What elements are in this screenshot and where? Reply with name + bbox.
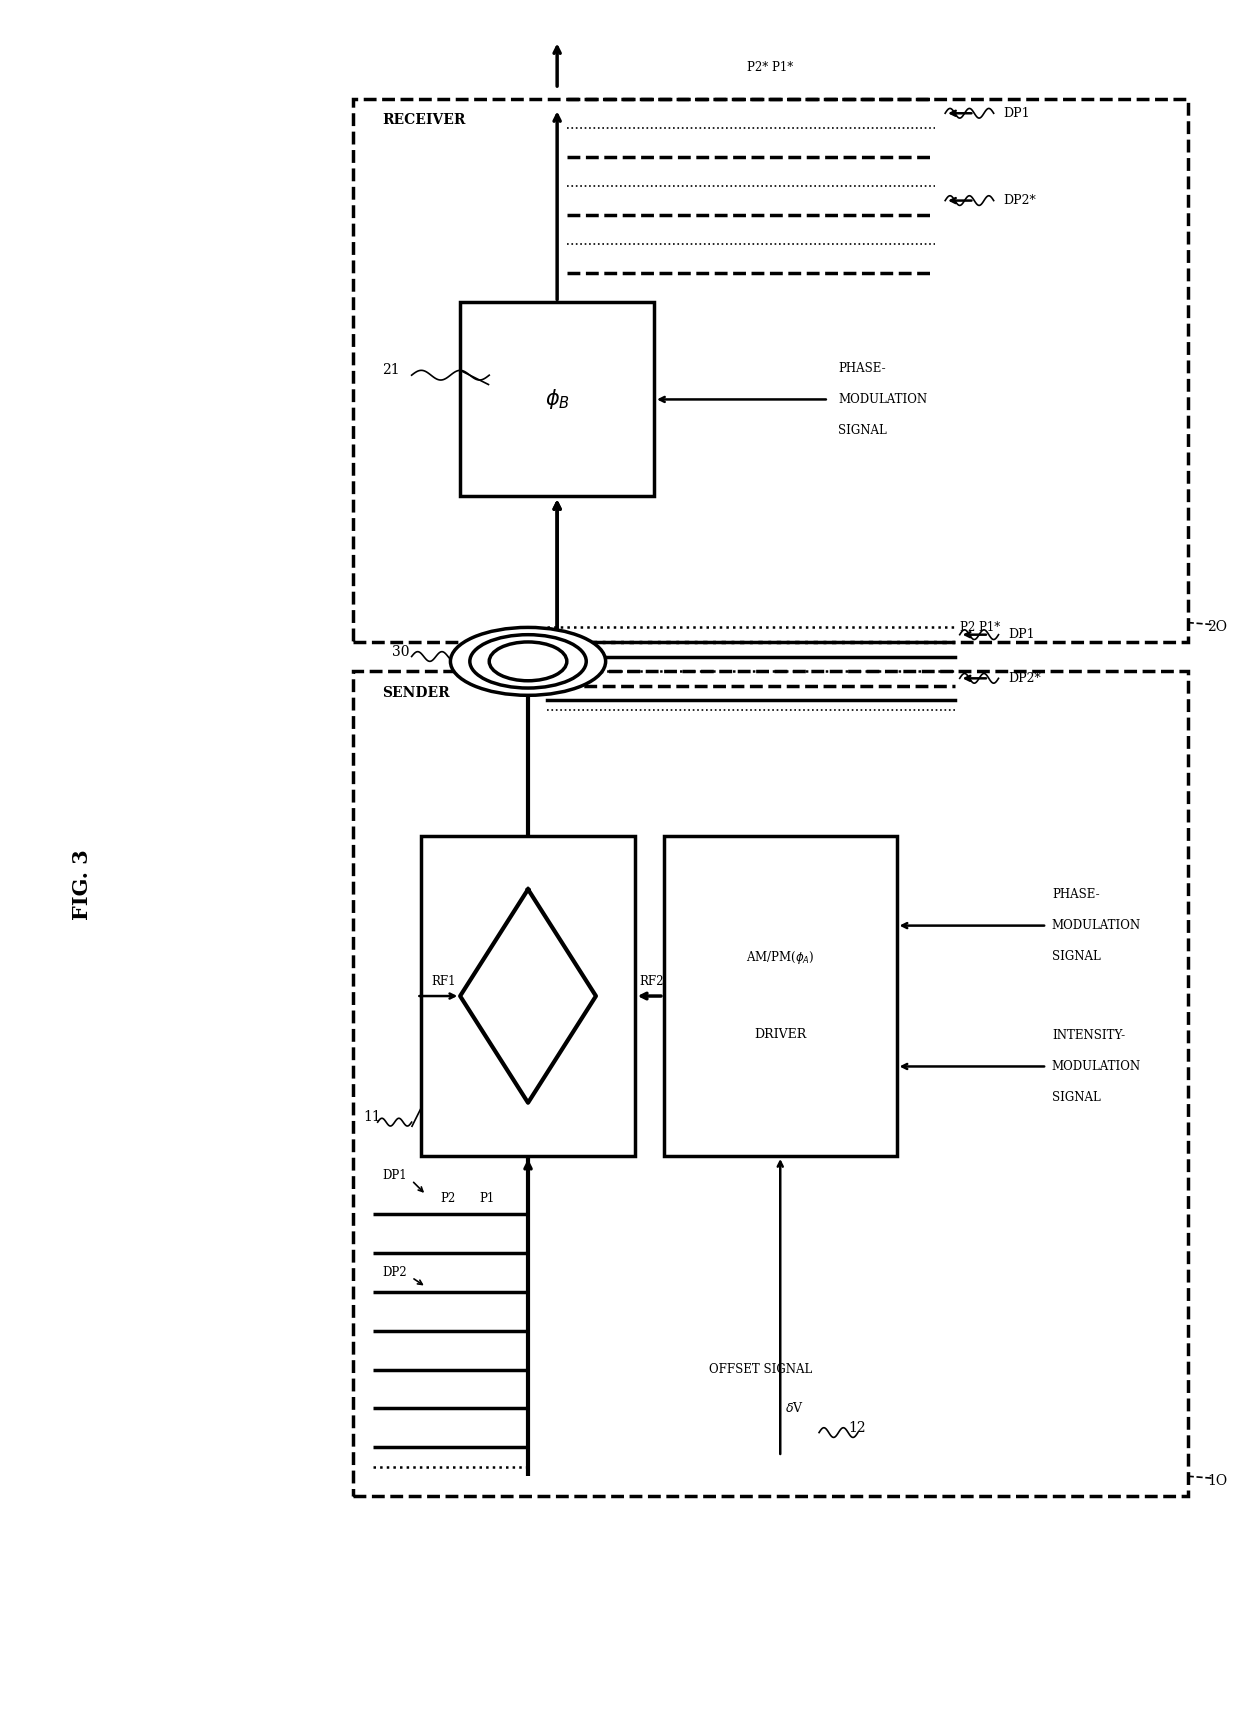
Text: $\delta$V: $\delta$V <box>785 1402 805 1416</box>
Text: DP2*: DP2* <box>1003 194 1037 206</box>
Text: MODULATION: MODULATION <box>1052 920 1141 932</box>
Polygon shape <box>422 836 635 1156</box>
Text: 12: 12 <box>848 1421 866 1435</box>
Ellipse shape <box>490 642 567 680</box>
Text: PHASE-: PHASE- <box>838 363 887 375</box>
Text: DP2*: DP2* <box>1008 671 1040 685</box>
Text: DP2: DP2 <box>382 1267 407 1279</box>
Text: DP1: DP1 <box>1003 108 1030 120</box>
Text: SIGNAL: SIGNAL <box>1052 949 1101 963</box>
Text: MODULATION: MODULATION <box>838 392 928 406</box>
Text: DP1: DP1 <box>382 1169 407 1182</box>
Text: 30: 30 <box>392 645 409 659</box>
Text: SENDER: SENDER <box>382 685 450 699</box>
Text: $\phi_B$: $\phi_B$ <box>544 387 569 411</box>
Text: DRIVER: DRIVER <box>754 1029 806 1041</box>
Text: OFFSET SIGNAL: OFFSET SIGNAL <box>709 1364 812 1376</box>
Text: 2O: 2O <box>1207 621 1228 635</box>
Text: PHASE-: PHASE- <box>1052 888 1100 902</box>
Text: RF1: RF1 <box>432 975 455 987</box>
Text: SIGNAL: SIGNAL <box>838 423 887 437</box>
Polygon shape <box>460 302 655 496</box>
Text: P2 P1*: P2 P1* <box>960 621 999 633</box>
Text: FIG. 3: FIG. 3 <box>72 848 92 920</box>
Text: P1: P1 <box>480 1192 495 1204</box>
Text: RF2: RF2 <box>640 975 665 987</box>
Text: 21: 21 <box>382 363 401 376</box>
Text: DP1: DP1 <box>1008 628 1035 642</box>
Text: SIGNAL: SIGNAL <box>1052 1091 1101 1103</box>
Text: MODULATION: MODULATION <box>1052 1060 1141 1072</box>
Text: 11: 11 <box>363 1110 381 1124</box>
Text: RECEIVER: RECEIVER <box>382 113 466 127</box>
Ellipse shape <box>450 628 605 696</box>
Text: INTENSITY-: INTENSITY- <box>1052 1029 1125 1043</box>
Text: P2* P1*: P2* P1* <box>748 61 794 75</box>
Text: 1O: 1O <box>1207 1475 1228 1489</box>
Text: P2: P2 <box>440 1192 456 1204</box>
Polygon shape <box>663 836 897 1156</box>
Ellipse shape <box>470 635 587 689</box>
Text: AM/PM($\phi_A$): AM/PM($\phi_A$) <box>746 949 815 966</box>
